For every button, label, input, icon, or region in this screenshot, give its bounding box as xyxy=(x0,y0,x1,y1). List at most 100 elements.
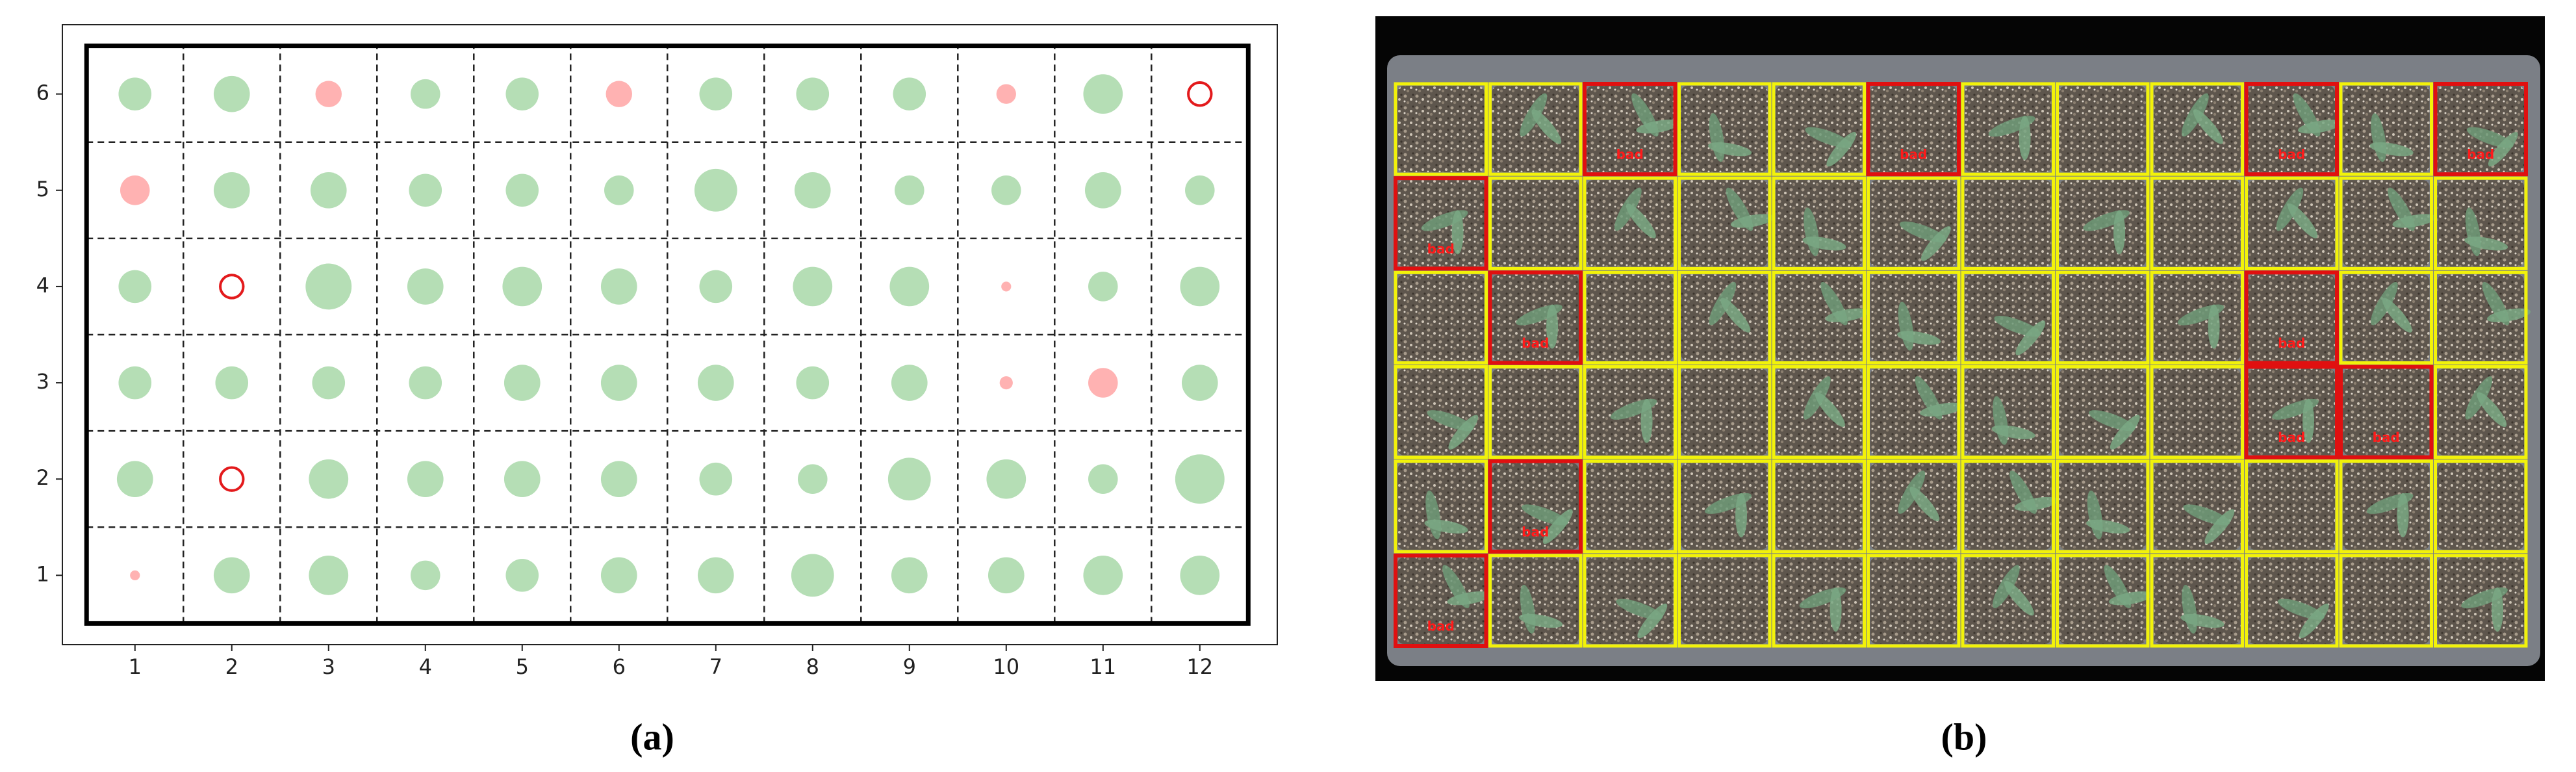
seedling-leaf xyxy=(2464,237,2508,251)
cell-box xyxy=(2339,554,2433,648)
cell-box xyxy=(1961,459,2055,554)
cell-box xyxy=(1772,459,1866,554)
seedling-leaf xyxy=(2019,116,2031,161)
seedling-marker xyxy=(407,268,444,305)
cell-box xyxy=(2434,365,2528,459)
soil-cell xyxy=(1681,557,1768,644)
seedling-marker xyxy=(219,274,245,300)
cell-box xyxy=(2339,176,2433,270)
bad-label: bad xyxy=(2373,430,2400,445)
seedling-marker xyxy=(893,77,926,110)
bad-label: bad xyxy=(1616,147,1644,162)
seedling-marker xyxy=(1181,365,1218,401)
cell-box xyxy=(1677,365,1772,459)
seedling-leaf xyxy=(1920,226,1951,261)
soil-cell xyxy=(1870,86,1957,173)
seedling-marker xyxy=(798,464,828,494)
cell-box xyxy=(2150,554,2244,648)
caption: (a) xyxy=(630,715,674,758)
cell-box xyxy=(1772,82,1866,176)
cell-box xyxy=(1961,82,2055,176)
seedling-leaf xyxy=(2204,509,2235,544)
seedling-leaf xyxy=(2004,580,2034,616)
cell-box xyxy=(2245,554,2339,648)
soil-cell xyxy=(1681,368,1768,456)
soil-cell xyxy=(1870,463,1957,550)
seedling-marker xyxy=(1185,175,1215,205)
soil-cell xyxy=(1870,557,1957,644)
seedling-marker xyxy=(504,365,541,401)
seedling-marker xyxy=(793,266,833,307)
soil-cell xyxy=(1681,180,1768,267)
y-tick-label: 4 xyxy=(36,273,49,298)
x-tick-label: 7 xyxy=(709,654,722,679)
soil-cell xyxy=(1965,180,2052,267)
seedling-marker xyxy=(988,557,1025,594)
cell-box xyxy=(2339,82,2433,176)
seedling-marker xyxy=(118,77,152,110)
cell-box xyxy=(1961,176,2055,270)
seedling-marker xyxy=(409,174,442,207)
soil-cell xyxy=(1492,557,1579,644)
soil-cell xyxy=(2248,463,2335,550)
cell-box xyxy=(1488,554,1583,648)
seedling-marker xyxy=(305,263,352,310)
y-tick-label: 5 xyxy=(36,177,49,201)
soil-cell xyxy=(1681,274,1768,361)
soil-cell xyxy=(1870,368,1957,456)
seedling-marker xyxy=(794,172,831,209)
seedling-marker xyxy=(796,366,830,400)
seedling-marker xyxy=(699,462,733,496)
seedling-leaf xyxy=(2086,519,2130,534)
soil-cell xyxy=(1492,180,1579,267)
seedling-marker xyxy=(1001,281,1012,292)
seedling-marker xyxy=(213,172,250,209)
soil-cell xyxy=(1492,368,1579,456)
cell-box xyxy=(2056,270,2150,365)
seedling-marker xyxy=(219,466,245,492)
soil-cell xyxy=(2248,180,2335,267)
soil-cell xyxy=(2059,86,2146,173)
seedling-leaf xyxy=(2487,308,2531,322)
seedling-leaf xyxy=(2015,320,2046,355)
bad-label: bad xyxy=(1900,147,1927,162)
seedling-marker xyxy=(1084,172,1121,209)
x-tick-label: 4 xyxy=(419,654,432,679)
bad-cell-box xyxy=(1394,176,1488,271)
cell-box xyxy=(2056,176,2150,270)
cell-box xyxy=(1867,459,1961,554)
seedling-leaf xyxy=(2193,109,2223,144)
seedling-leaf xyxy=(1519,613,1563,628)
cell-box xyxy=(2339,459,2433,554)
cell-box xyxy=(1394,365,1488,459)
soil-cell xyxy=(1776,368,1863,456)
soil-cell xyxy=(1965,368,2052,456)
cell-box xyxy=(1488,82,1583,176)
seedling-marker xyxy=(315,81,342,107)
cell-box xyxy=(1867,270,1961,365)
cell-box xyxy=(1772,365,1866,459)
bad-label: bad xyxy=(1522,335,1549,351)
cell-box xyxy=(1583,365,1677,459)
bad-cell-box xyxy=(2244,82,2339,177)
seedling-marker xyxy=(887,457,931,501)
seedling-leaf xyxy=(1637,603,1668,639)
seedling-leaf xyxy=(2109,591,2153,606)
cell-box xyxy=(2245,176,2339,270)
cell-box xyxy=(2434,270,2528,365)
seedling-marker xyxy=(699,270,733,303)
seedling-marker xyxy=(796,77,830,110)
soil-cell xyxy=(2343,557,2430,644)
bad-cell-box xyxy=(1488,459,1583,554)
soil-cell xyxy=(2059,463,2146,550)
seedling-leaf xyxy=(1731,214,1775,228)
seedling-marker xyxy=(1088,464,1118,494)
cell-box xyxy=(2150,459,2244,554)
seedling-leaf xyxy=(2113,210,2126,255)
caption: (b) xyxy=(1941,715,1987,758)
cell-box xyxy=(1772,176,1866,270)
cell-box xyxy=(1677,459,1772,554)
bad-label: bad xyxy=(2467,147,2494,162)
seedling-marker xyxy=(502,266,542,307)
soil-cell xyxy=(1870,274,1957,361)
